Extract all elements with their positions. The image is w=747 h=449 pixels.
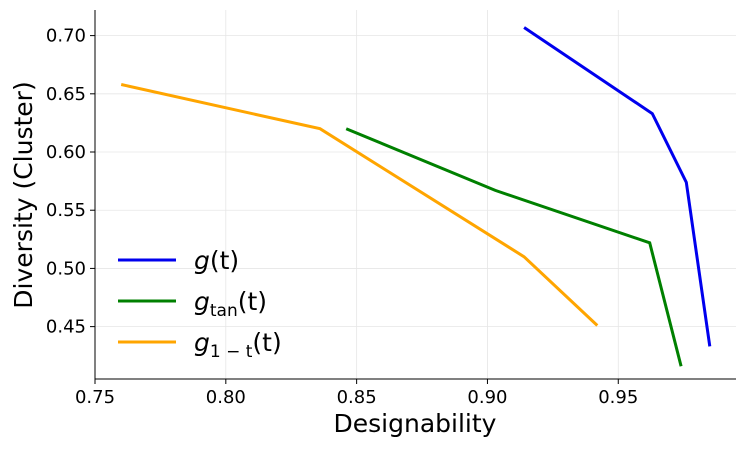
x-tick-label: 0.75: [75, 387, 115, 408]
legend-label: gtan(t): [194, 287, 267, 321]
y-tick-label: 0.60: [46, 142, 86, 163]
x-tick-label: 0.90: [467, 387, 507, 408]
legend: g(t) gtan(t) g1 − t(t): [118, 246, 282, 362]
legend-entry-1: gtan(t): [118, 287, 267, 321]
y-tick-label: 0.65: [46, 84, 86, 105]
series-line-2: [120, 83, 599, 327]
x-tick-label: 0.95: [598, 387, 638, 408]
y-tick-label: 0.50: [46, 258, 86, 279]
y-tick-label: 0.55: [46, 200, 86, 221]
series-line-0: [523, 26, 712, 347]
ticks: 0.75 0.80 0.85 0.90 0.95 0.45 0.50 0.55 0.60 0.65…: [46, 26, 638, 408]
grid: [94, 10, 736, 379]
series-lines: [120, 26, 712, 367]
y-tick-label: 0.45: [46, 317, 86, 338]
series-line-1: [345, 127, 683, 367]
legend-entry-2: g1 − t(t): [118, 328, 282, 362]
legend-entry-0: g(t): [118, 246, 239, 275]
legend-label: g(t): [194, 246, 239, 275]
x-tick-label: 0.85: [337, 387, 377, 408]
y-tick-label: 0.70: [46, 26, 86, 47]
legend-label: g1 − t(t): [194, 328, 282, 362]
x-axis-title: Designability: [334, 409, 497, 438]
x-tick-label: 0.80: [206, 387, 246, 408]
y-axis-title: Diversity (Cluster): [9, 81, 38, 308]
axes: [94, 10, 736, 380]
